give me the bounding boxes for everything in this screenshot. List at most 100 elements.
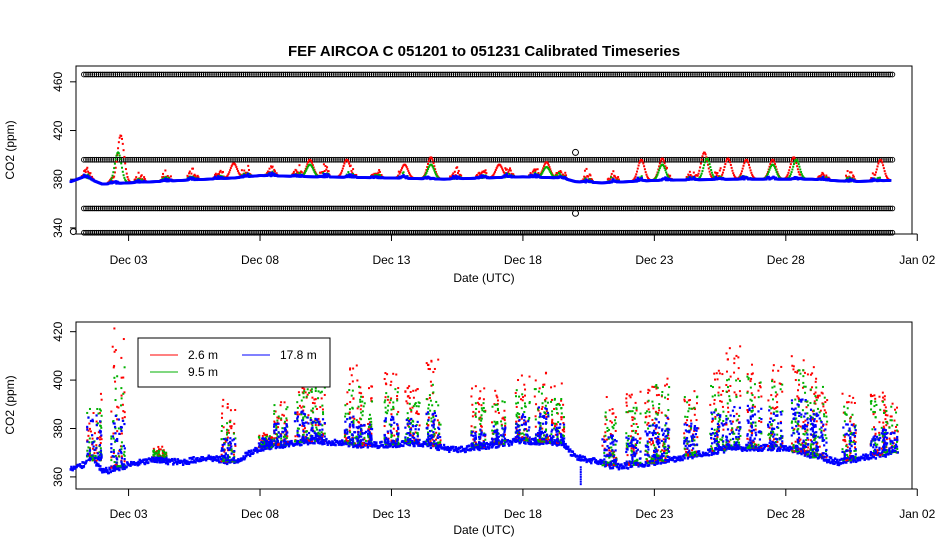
standard-point: [883, 205, 889, 212]
standard-point: [417, 156, 423, 163]
standard-point: [253, 205, 259, 212]
standard-point: [125, 205, 131, 212]
standard-point: [843, 156, 850, 163]
standard-point: [343, 205, 350, 212]
standard-point: [326, 205, 333, 212]
standard-point: [473, 71, 480, 78]
standard-point: [809, 156, 816, 163]
standard-point: [805, 156, 812, 163]
standard-point: [162, 156, 169, 163]
standard-point: [463, 205, 469, 212]
standard-point: [507, 71, 514, 78]
standard-point: [696, 71, 703, 78]
top-x-tick-label: Dec 18: [504, 253, 542, 267]
standard-point: [675, 71, 682, 78]
point-2-6m: [169, 175, 172, 178]
point-2-6m: [505, 168, 508, 171]
standard-point: [774, 205, 780, 212]
standard-point: [177, 71, 184, 78]
standard-point: [328, 156, 335, 163]
standard-point: [553, 71, 560, 78]
standard-point: [660, 205, 667, 212]
standard-point: [232, 205, 238, 212]
standard-point: [104, 156, 110, 163]
standard-point: [87, 156, 94, 163]
standard-point: [356, 71, 362, 78]
standard-point: [876, 205, 883, 212]
standard-point: [448, 205, 455, 212]
standard-point: [694, 71, 700, 78]
standard-point: [358, 71, 364, 78]
standard-point: [593, 156, 600, 163]
point-9-5m: [798, 165, 801, 168]
standard-point: [257, 156, 264, 163]
standard-point: [849, 71, 856, 78]
point-2-6m: [229, 167, 232, 170]
standard-point: [750, 205, 757, 212]
standard-point: [633, 71, 640, 78]
point-17-8m: [181, 463, 185, 466]
point-9-5m: [790, 171, 793, 174]
standard-point: [868, 71, 875, 78]
standard-point: [438, 205, 444, 212]
standard-point: [372, 205, 379, 212]
standard-point: [469, 71, 476, 78]
point-2-6m: [484, 169, 487, 172]
standard-point: [729, 156, 736, 163]
standard-point: [89, 156, 96, 163]
standard-point: [427, 71, 434, 78]
standard-point: [513, 205, 520, 212]
standard-point: [631, 156, 637, 163]
standard-point: [862, 156, 868, 163]
standard-point: [860, 71, 866, 78]
standard-point: [123, 156, 129, 163]
standard-point: [419, 156, 425, 163]
standard-point: [406, 71, 413, 78]
standard-point: [383, 156, 390, 163]
standard-point: [154, 229, 161, 236]
standard-point: [152, 229, 159, 236]
standard-point: [139, 71, 146, 78]
standard-point: [635, 205, 642, 212]
standard-point: [204, 156, 211, 163]
standard-point: [513, 156, 520, 163]
standard-point: [165, 229, 171, 236]
standard-point: [679, 71, 686, 78]
point-2-6m: [117, 147, 120, 150]
standard-point: [150, 205, 157, 212]
standard-point: [885, 71, 892, 78]
standard-point: [438, 156, 444, 163]
standard-point: [318, 71, 325, 78]
standard-point: [677, 205, 684, 212]
standard-point: [669, 205, 675, 212]
standard-point: [141, 71, 148, 78]
point-2-6m: [636, 167, 639, 170]
point-2-6m: [143, 178, 146, 181]
standard-point: [179, 71, 186, 78]
standard-point: [828, 205, 835, 212]
standard-point: [433, 205, 440, 212]
chart-title: FEF AIRCOA C 051201 to 051231 Calibrated…: [288, 43, 680, 60]
point-2-6m: [494, 170, 497, 173]
standard-point: [160, 156, 167, 163]
point-9-5m: [115, 154, 118, 157]
point-9-5m: [767, 170, 770, 173]
bottom-y-axis-label: CO2 (ppm): [3, 375, 17, 434]
standard-point: [866, 71, 873, 78]
standard-point: [704, 205, 711, 212]
standard-point: [104, 229, 110, 236]
standard-point: [461, 156, 467, 163]
point-2-6m: [636, 170, 639, 173]
standard-point: [102, 229, 108, 236]
standard-point: [389, 71, 396, 78]
standard-point: [845, 156, 852, 163]
standard-point: [876, 71, 883, 78]
point-9-5m: [797, 163, 800, 166]
standard-point: [870, 205, 877, 212]
standard-point: [801, 205, 808, 212]
point-9-5m: [766, 172, 769, 175]
standard-point: [139, 205, 146, 212]
point-2-6m: [509, 169, 512, 172]
standard-point: [402, 71, 409, 78]
